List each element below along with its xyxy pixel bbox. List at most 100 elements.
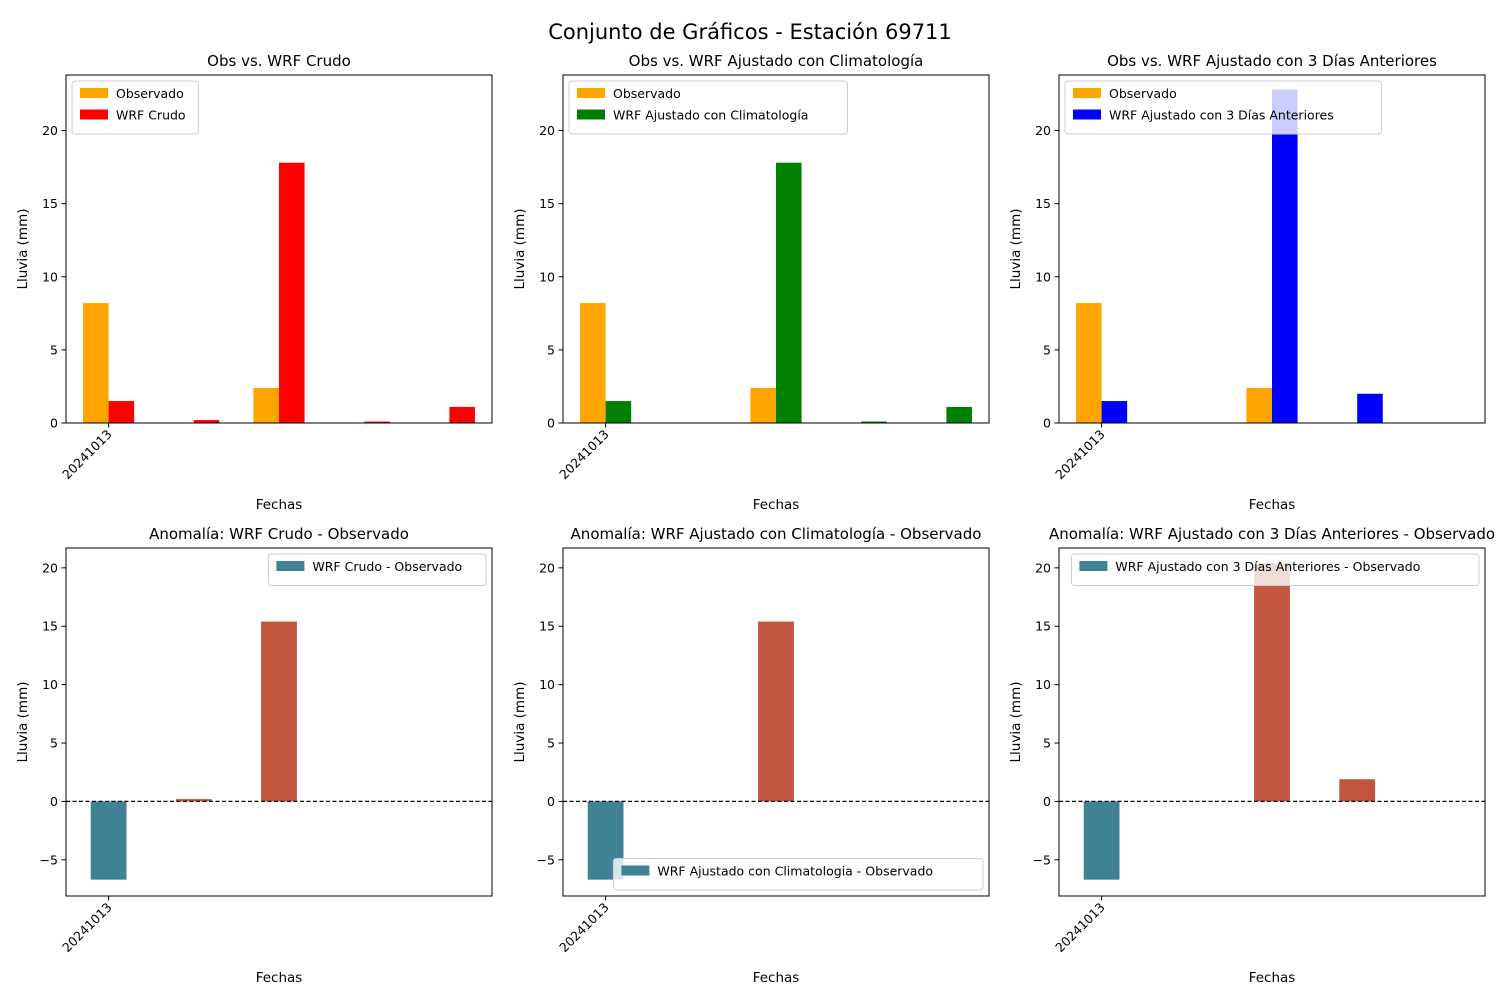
y-tick-label: 0	[547, 794, 555, 809]
y-tick-label: 20	[1035, 123, 1051, 138]
legend-label: WRF Ajustado con 3 Días Anteriores	[1109, 108, 1334, 123]
bar-observado	[750, 387, 776, 423]
y-axis-label: Lluvia (mm)	[512, 682, 528, 763]
y-tick-label: 5	[547, 736, 555, 751]
bar-wrf_crudo	[449, 406, 475, 423]
axes-frame	[1058, 74, 1486, 424]
legend: Observado WRF Crudo	[71, 80, 199, 135]
y-tick-label: −5	[1033, 852, 1051, 867]
x-axis-label: Fechas	[256, 497, 303, 513]
y-tick-label: −5	[537, 852, 555, 867]
legend-label: WRF Crudo - Observado	[312, 559, 462, 574]
y-tick-label: 10	[1035, 677, 1051, 692]
y-tick-label: 15	[539, 619, 555, 634]
y-axis-label: Lluvia (mm)	[15, 682, 31, 763]
y-tick-label: 20	[42, 560, 58, 575]
legend-label: WRF Ajustado con Climatología	[613, 108, 808, 123]
y-axis-label: Lluvia (mm)	[512, 209, 528, 290]
legend-label: Observado	[1109, 86, 1177, 101]
legend-swatch	[577, 109, 605, 120]
y-tick-label: 5	[1043, 342, 1051, 357]
bar-anomaly	[175, 799, 212, 802]
legend: WRF Ajustado con 3 Días Anteriores - Obs…	[1070, 553, 1480, 586]
chart-panel-4: Anomalía: WRF Crudo - Observado −5 0 5 10 15 2…	[15, 525, 493, 986]
legend-swatch	[1073, 109, 1101, 120]
bar-wrf_crudo	[364, 421, 390, 423]
y-tick-label: 10	[539, 677, 555, 692]
x-axis-label: Fechas	[753, 970, 800, 986]
legend-swatch	[1073, 88, 1101, 98]
legend: Observado WRF Ajustado con 3 Días Anterio…	[1064, 80, 1382, 135]
y-tick-label: 15	[42, 196, 58, 211]
legend-label: Observado	[613, 86, 681, 101]
legend: WRF Ajustado con Climatologia - Observad…	[612, 858, 984, 891]
legend-box	[1064, 80, 1382, 135]
bar-observado	[1076, 303, 1102, 423]
legend-label: WRF Ajustado con 3 Días Anteriores - Obs…	[1115, 559, 1420, 574]
bar-anomaly	[1254, 563, 1290, 802]
y-tick-label: 5	[547, 342, 555, 357]
bar-wrf_clim	[946, 406, 972, 423]
legend-label: WRF Crudo	[116, 108, 186, 123]
y-axis-label: Lluvia (mm)	[1008, 209, 1024, 290]
y-tick-label: 10	[42, 269, 58, 284]
chart-panel-5: Anomalía: WRF Ajustado con Climatología …	[512, 525, 990, 986]
bar-observado	[580, 303, 606, 423]
axes-frame	[562, 74, 990, 424]
y-tick-label: 20	[539, 560, 555, 575]
bar-wrf_clim	[776, 162, 802, 424]
y-tick-label: 15	[1035, 619, 1051, 634]
y-tick-label: 20	[539, 123, 555, 138]
y-tick-label: 15	[539, 196, 555, 211]
bar-wrf_crudo	[108, 401, 135, 423]
legend-box	[267, 553, 487, 586]
bar-anomaly	[261, 621, 297, 802]
y-tick-label: 0	[1043, 794, 1051, 809]
chart-panel-3: Obs vs. WRF Ajustado con 3 Días Anterior…	[1008, 52, 1486, 513]
y-tick-label: 10	[1035, 269, 1051, 284]
y-tick-label: 20	[1035, 560, 1051, 575]
y-tick-label: 0	[1043, 416, 1051, 431]
axes-frame	[562, 547, 990, 897]
legend-swatch	[621, 865, 650, 876]
legend-swatch	[80, 109, 108, 120]
y-tick-label: 15	[42, 619, 58, 634]
x-axis-label: Fechas	[256, 970, 303, 986]
bar-anomaly	[758, 621, 794, 802]
legend-label: WRF Ajustado con Climatologia - Observad…	[657, 864, 933, 879]
legend-box	[1070, 553, 1480, 586]
bar-wrf_clim	[861, 421, 887, 423]
chart-title: Obs vs. WRF Ajustado con Climatología	[629, 52, 924, 70]
axes-frame	[65, 74, 493, 424]
y-tick-label: 5	[50, 736, 58, 751]
legend-box	[612, 858, 984, 891]
bar-wrf_3d	[1357, 393, 1383, 423]
legend-box	[568, 80, 848, 135]
x-axis-label: Fechas	[753, 497, 800, 513]
bar-wrf_crudo	[279, 162, 305, 424]
bar-observado	[253, 387, 279, 423]
y-tick-label: 10	[539, 269, 555, 284]
chart-title: Anomalía: WRF Ajustado con Climatología …	[571, 525, 982, 543]
legend-swatch	[1079, 561, 1108, 571]
y-axis-label: Lluvia (mm)	[15, 209, 31, 290]
y-tick-label: 15	[1035, 196, 1051, 211]
bar-anomaly	[1083, 801, 1120, 880]
chart-title: Obs vs. WRF Crudo	[207, 52, 351, 70]
bar-anomaly	[90, 801, 127, 880]
y-tick-label: −5	[40, 852, 58, 867]
chart-panel-2: Obs vs. WRF Ajustado con Climatología 0 5 1…	[512, 52, 990, 513]
y-tick-label: 0	[50, 416, 58, 431]
legend-swatch	[577, 88, 605, 98]
bar-wrf_clim	[605, 401, 632, 423]
axes-frame	[65, 547, 493, 897]
legend-swatch	[80, 88, 108, 98]
bar-wrf_3d	[1101, 401, 1128, 423]
bar-observado	[1246, 387, 1272, 423]
bar-wrf_crudo	[193, 420, 220, 423]
figure-title: Conjunto de Gráficos - Estación 69711	[548, 20, 952, 44]
bar-anomaly	[1339, 779, 1376, 802]
y-tick-label: 20	[42, 123, 58, 138]
